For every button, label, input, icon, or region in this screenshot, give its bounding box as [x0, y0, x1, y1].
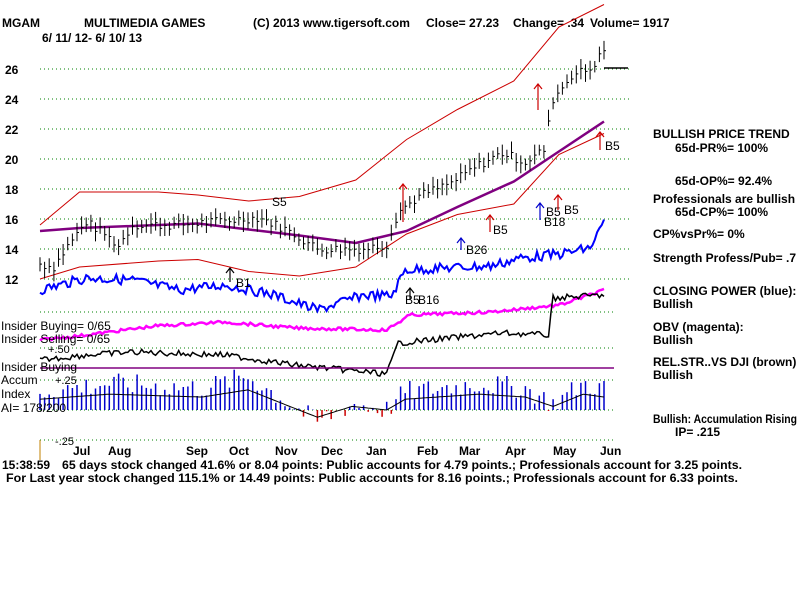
minus-25-label: -.25: [55, 436, 74, 448]
left-panel: Insider Buying= 0/65 Insider Selling= 0/…: [1, 319, 111, 448]
ai-label: AI= 178/200: [1, 401, 66, 415]
x-tick-label: Apr: [505, 444, 526, 458]
y-tick-label: 18: [5, 183, 19, 197]
plus-25-label: +.25: [55, 375, 77, 387]
signal-arrow-head: [405, 287, 415, 294]
closing-power-label: CLOSING POWER (blue):: [653, 284, 796, 298]
y-tick-label: 24: [5, 93, 19, 107]
accum-label: Accum: [1, 373, 38, 387]
x-tick-label: Mar: [459, 444, 481, 458]
signal-arrow-head: [456, 237, 466, 244]
accum-status: Bullish: Accumulation Rising: [653, 412, 797, 426]
signal-arrow-head: [533, 83, 543, 90]
obv-line: [39, 287, 605, 342]
signal-b16: B16: [418, 293, 440, 307]
footer-line2: For Last year stock changed 115.1% or 14…: [6, 471, 738, 485]
grid-lines: [40, 68, 629, 441]
op65: 65d-OP%= 92.4%: [675, 174, 772, 188]
cpvspr: CP%vsPr%= 0%: [653, 227, 745, 241]
signal-arrow-head: [553, 194, 563, 201]
y-tick-label: 16: [5, 213, 19, 227]
closing-power-value: Bullish: [653, 297, 693, 311]
x-tick-label: Jan: [366, 444, 387, 458]
relstr-label: REL.STR..VS DJI (brown): [653, 355, 796, 369]
header-symbol: MGAM: [2, 16, 40, 30]
relstr-value: Bullish: [653, 368, 693, 382]
moving-average: [39, 120, 605, 245]
relative-strength-line: [39, 292, 605, 378]
signal-arrow-head: [485, 214, 495, 221]
right-panel: BULLISH PRICE TREND 65d-PR%= 100% 65d-OP…: [653, 127, 797, 439]
header-close: Close= 27.23: [426, 16, 499, 30]
y-axis: 26 24 22 20 18 16 14 12: [5, 63, 19, 287]
y-tick-label: 22: [5, 123, 19, 137]
signal-b1: B1: [236, 276, 251, 290]
signals: S5 B1 B26 B5 B5 B5 B18 B5 B5 B16: [236, 139, 620, 307]
y-tick-label: 26: [5, 63, 19, 77]
signal-b5: B5: [546, 205, 561, 219]
signal-arrow-head: [225, 267, 235, 274]
x-axis: Jul Aug Sep Oct Nov Dec Jan Feb Mar Apr …: [73, 444, 621, 458]
bullish-trend: BULLISH PRICE TREND: [653, 127, 790, 141]
signal-arrow-head: [398, 183, 408, 190]
y-tick-label: 20: [5, 153, 19, 167]
x-tick-label: Jul: [73, 444, 90, 458]
footer: 15:38:59 65 days stock changed 41.6% or …: [2, 458, 742, 485]
signal-b5: B5: [564, 203, 579, 217]
indicators: [39, 219, 614, 460]
ip-value: IP= .215: [675, 425, 720, 439]
insider-selling: Insider Selling= 0/65: [1, 332, 110, 346]
insider-buying-2: Insider Buying: [1, 360, 77, 374]
footer-timestamp: 15:38:59: [2, 458, 50, 472]
upper-band: [39, 4, 605, 226]
lower-band: [39, 133, 605, 280]
signal-b5: B5: [493, 223, 508, 237]
x-tick-label: May: [553, 444, 577, 458]
footer-line1: 65 days stock changed 41.6% or 8.04 poin…: [62, 458, 742, 472]
signal-b5: B5: [405, 293, 420, 307]
x-tick-label: Nov: [275, 444, 298, 458]
x-tick-label: Aug: [108, 444, 131, 458]
price-area: [39, 4, 628, 282]
cp65: 65d-CP%= 100%: [675, 205, 768, 219]
pr65: 65d-PR%= 100%: [675, 141, 768, 155]
obv-value: Bullish: [653, 333, 693, 347]
signal-b18: B18: [544, 215, 566, 229]
x-tick-label: Oct: [229, 444, 249, 458]
y-tick-label: 14: [5, 243, 19, 257]
x-tick-label: Feb: [417, 444, 438, 458]
signal-arrow-head: [535, 202, 545, 209]
insider-buying: Insider Buying= 0/65: [1, 319, 111, 333]
pros-bullish: Professionals are bullish: [653, 192, 795, 206]
index-label: Index: [1, 387, 30, 401]
header-copyright: (C) 2013 www.tigersoft.com: [253, 16, 410, 30]
accum-average-line: [39, 389, 605, 418]
strength: Strength Profess/Pub= .7: [653, 251, 796, 265]
plus-50-label: +.50: [48, 344, 70, 356]
header-volume: Volume= 1917: [590, 16, 670, 30]
date-range: 6/ 11/ 12- 6/ 10/ 13: [42, 31, 142, 45]
obv-label: OBV (magenta):: [653, 320, 744, 334]
x-tick-label: Jun: [600, 444, 621, 458]
x-tick-label: Dec: [321, 444, 343, 458]
signal-b26: B26: [466, 243, 488, 257]
signal-arrows: [225, 83, 605, 300]
closing-power-line: [39, 219, 605, 314]
signal-arrow-head: [595, 131, 605, 138]
x-tick-label: Sep: [186, 444, 208, 458]
signal-s5: S5: [272, 195, 287, 209]
signal-b5: B5: [605, 139, 620, 153]
header-company: MULTIMEDIA GAMES: [84, 16, 205, 30]
header-change: Change= .34: [513, 16, 584, 30]
y-tick-label: 12: [5, 273, 19, 287]
